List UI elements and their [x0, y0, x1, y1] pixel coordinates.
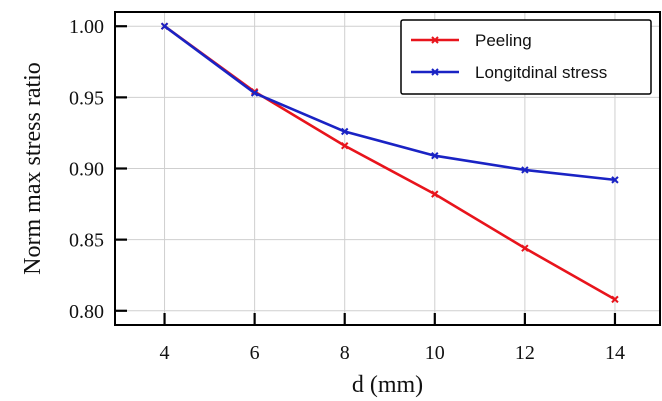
legend-marker [431, 68, 439, 76]
data-point [521, 244, 529, 252]
y-axis-title: Norm max stress ratio [20, 62, 46, 275]
legend: Peeling Longitdinal stress [400, 19, 652, 95]
data-point [341, 127, 349, 136]
data-point [611, 176, 619, 184]
x-tick-label: 14 [605, 342, 625, 364]
data-point [521, 166, 529, 174]
x-tick-label: 12 [515, 342, 535, 364]
y-tick-label: 1.00 [69, 16, 104, 38]
y-tick-label: 0.90 [69, 159, 104, 181]
x-tick-label: 8 [340, 342, 350, 364]
legend-item-1: Peeling [411, 31, 532, 50]
x-axis-title: d (mm) [352, 372, 423, 398]
x-tick-label: 10 [425, 342, 445, 364]
data-point [341, 142, 349, 150]
legend-marker [431, 36, 439, 44]
y-tick-label: 0.95 [69, 87, 104, 109]
x-tick-label: 6 [250, 342, 260, 364]
series-2 [160, 22, 619, 184]
legend-items: Peeling Longitdinal stress [411, 31, 607, 82]
axis-ticks [115, 25, 617, 325]
legend-box [400, 19, 652, 95]
legend-label: Peeling [475, 31, 532, 50]
x-tick-label: 4 [160, 342, 170, 364]
legend-item-2: Longitdinal stress [411, 63, 607, 82]
data-point [160, 22, 169, 30]
plot-series [160, 22, 619, 304]
data-point [611, 295, 619, 304]
data-point [250, 89, 259, 97]
data-point [431, 151, 439, 160]
legend-label: Longitdinal stress [475, 63, 607, 82]
data-point [431, 190, 439, 198]
tick-labels: 4 6 8 10 12 14 1.00 0.95 0.90 0.85 0.80 [69, 16, 625, 364]
y-tick-label: 0.80 [69, 301, 104, 323]
y-tick-label: 0.85 [69, 230, 104, 252]
series-line [163, 25, 616, 182]
